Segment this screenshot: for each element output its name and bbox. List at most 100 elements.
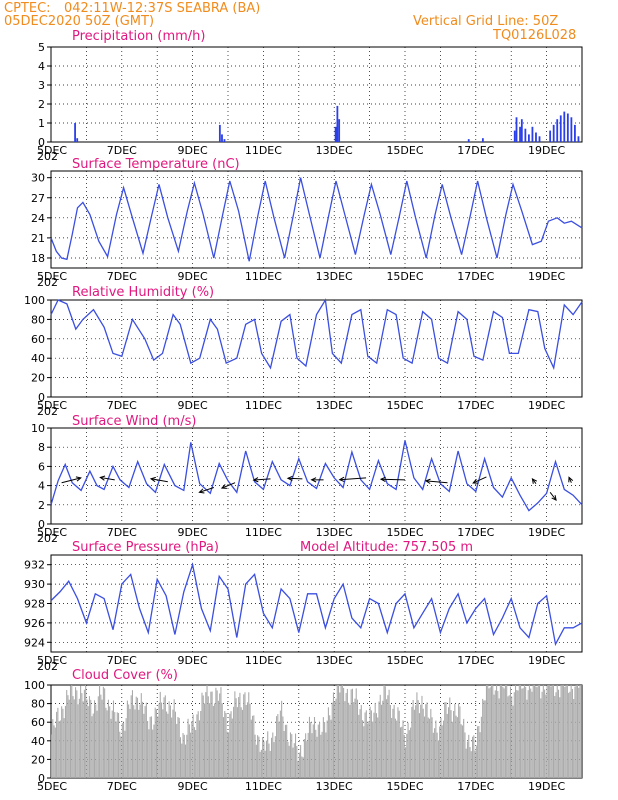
cloud-bar (522, 688, 524, 778)
cloud-bar (453, 710, 455, 778)
precip-bar (563, 111, 566, 142)
cloud-bar (310, 721, 312, 778)
cloud-bar (143, 713, 145, 778)
humidity-xtick-label: 11DEC (245, 399, 282, 412)
cloud-bar (150, 716, 152, 778)
pressure-ytick-label: 926 (24, 617, 45, 630)
pressure-subtitle: Model Altitude: 757.505 m (300, 540, 473, 555)
cloud-bar (329, 715, 331, 778)
cloud-bar (360, 705, 362, 778)
cloud-bar (341, 685, 343, 778)
humidity-xtick-label: 15DEC (386, 399, 423, 412)
cloud-bar (539, 685, 541, 778)
cloud-bar (83, 689, 85, 778)
cloud-bar (569, 691, 571, 778)
wind-xtick-label: 17DEC (457, 526, 494, 539)
humidity-frame (50, 299, 583, 398)
cloud-bar (153, 724, 155, 778)
cloud-bar (490, 685, 493, 778)
cloud-bar (423, 716, 426, 778)
cloud-bar (66, 690, 68, 778)
cloud-bar (80, 685, 82, 778)
cloud-bar (173, 699, 175, 778)
cloud-bar (348, 702, 350, 778)
cloud-bar (331, 702, 333, 778)
cloud-bar (59, 720, 61, 778)
cloud-bar (351, 688, 353, 778)
cloud-bar (239, 692, 241, 778)
cloud-bar (58, 721, 60, 778)
precip-bar (223, 139, 226, 142)
cloud-bar (466, 741, 469, 778)
wind-arrow-head (149, 476, 156, 483)
cloud-bar (298, 752, 300, 778)
wind-arrow-head (338, 476, 345, 483)
cloud-bar (470, 751, 472, 778)
cloud-bar (238, 697, 240, 778)
cloud-bar (215, 687, 217, 778)
cloud-bar (442, 720, 445, 778)
cloud-bar (257, 735, 259, 778)
cloud-bar (523, 685, 525, 778)
cloud-bar (145, 702, 147, 778)
cloud-bar (284, 724, 286, 778)
temperature-xtick-sublabel: 202 (37, 276, 58, 289)
cloud-bar (149, 716, 151, 778)
cloud-bar (401, 726, 403, 778)
cloud-bar (345, 692, 347, 778)
cloud-bar (73, 699, 75, 778)
cloud-bar (82, 701, 84, 778)
cloud-bar (355, 688, 357, 778)
cloud-bar (302, 757, 304, 778)
temperature-ytick-label: 21 (31, 232, 45, 245)
wind-arrow-head (310, 477, 317, 483)
cloud-bar (580, 685, 582, 778)
cloud-bar (408, 730, 410, 778)
cloud-bar (511, 696, 513, 778)
humidity-ytick-label: 40 (31, 352, 45, 365)
cloud-bar (63, 718, 65, 778)
temperature-xtick-label: 11DEC (245, 270, 282, 283)
precip-bar (519, 126, 521, 142)
cloud-bar (565, 685, 567, 778)
cloud-bar (556, 685, 558, 778)
precip-bar (515, 117, 518, 142)
cloud-bar (321, 731, 323, 778)
cloud-bar (528, 685, 530, 778)
cloud-bar (93, 700, 96, 778)
cloud-xtick-label: 11DEC (245, 780, 282, 793)
cloud-bar (417, 700, 419, 778)
cloud-bar (350, 689, 352, 778)
cloud-bar (287, 741, 289, 778)
cloud-bar (134, 709, 136, 778)
cloud-bar (209, 703, 211, 778)
cloud-bar (144, 706, 146, 778)
cloud-bar (468, 734, 470, 778)
humidity-ytick-label: 60 (31, 333, 45, 346)
cloud-bar (92, 713, 94, 778)
cloud-bar (478, 726, 480, 778)
cloud-bar (102, 686, 104, 778)
cloud-bar (386, 699, 388, 778)
cloud-bar (76, 690, 78, 778)
cloud-bar (554, 695, 556, 778)
wind-arrow (549, 492, 557, 501)
cloud-bar (570, 685, 572, 778)
cloud-bar (387, 695, 389, 778)
cloud-bar (337, 685, 340, 778)
cloud-bar (429, 718, 431, 778)
precip-bar (528, 134, 530, 142)
cloud-bar (305, 733, 307, 778)
cloud-bar (190, 732, 192, 778)
cloud-bar (104, 688, 106, 778)
cloud-bar (90, 699, 92, 778)
wind-xtick-label: 5DEC (37, 526, 67, 539)
precip-xtick-label: 17DEC (457, 144, 494, 157)
cloud-bar (182, 733, 184, 778)
precip-bar (570, 117, 573, 142)
cloud-bar (197, 711, 199, 778)
cloud-bar (421, 695, 423, 778)
precip-bar (481, 138, 484, 142)
cloud-bar (171, 717, 173, 778)
cloud-bar (477, 726, 479, 778)
